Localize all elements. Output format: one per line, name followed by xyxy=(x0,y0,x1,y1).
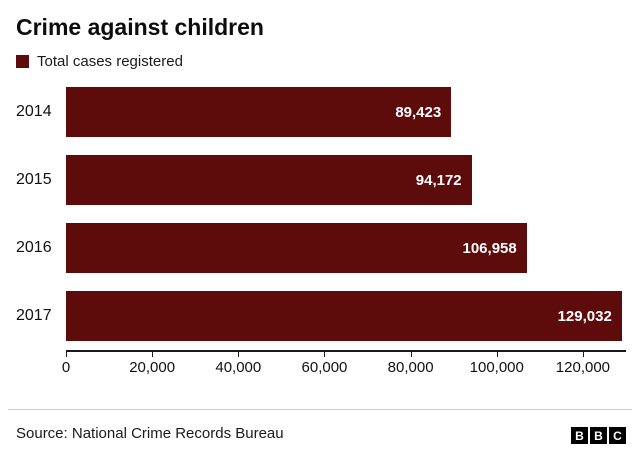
bar: 106,958 xyxy=(66,223,527,274)
value-label: 106,958 xyxy=(462,239,517,257)
x-tick-label: 40,000 xyxy=(215,359,262,377)
value-label: 94,172 xyxy=(415,171,462,189)
legend-label: Total cases registered xyxy=(37,53,183,71)
x-tick-label: 100,000 xyxy=(469,359,524,377)
bar: 89,423 xyxy=(66,87,452,138)
bar-track: 106,958 xyxy=(66,223,626,274)
x-tick-mark xyxy=(324,352,326,358)
x-tick-label: 80,000 xyxy=(387,359,434,377)
bar: 94,172 xyxy=(66,155,472,206)
bbc-logo-block: B xyxy=(590,427,607,444)
chart-row: 2015 94,172 xyxy=(16,146,626,214)
x-tick-label: 60,000 xyxy=(301,359,348,377)
x-axis-line xyxy=(66,350,626,353)
value-label: 129,032 xyxy=(557,307,612,325)
x-tick-mark xyxy=(238,352,240,358)
chart-row: 2017 129,032 xyxy=(16,282,626,350)
bbc-logo-block: B xyxy=(571,427,588,444)
chart-row: 2014 89,423 xyxy=(16,78,626,146)
x-tick-label: 120,000 xyxy=(555,359,611,377)
source-text: Source: National Crime Records Bureau xyxy=(16,425,284,442)
x-tick-mark xyxy=(582,352,584,358)
bar-track: 129,032 xyxy=(66,291,626,342)
x-tick-label: 20,000 xyxy=(129,359,176,377)
x-tick-mark xyxy=(152,352,154,358)
x-tick-mark xyxy=(496,352,498,358)
x-tick-label: 0 xyxy=(61,359,71,377)
footer-divider xyxy=(8,409,632,410)
legend: Total cases registered xyxy=(16,53,626,70)
category-label: 2017 xyxy=(16,307,52,325)
category-label: 2014 xyxy=(16,103,52,121)
bbc-logo-block: C xyxy=(609,427,626,444)
legend-swatch-icon xyxy=(16,55,29,69)
chart-title: Crime against children xyxy=(16,14,264,40)
bar-track: 89,423 xyxy=(66,87,626,138)
category-label: 2015 xyxy=(16,171,52,189)
bar: 129,032 xyxy=(66,291,622,342)
category-label: 2016 xyxy=(16,239,52,257)
plot-rows: 2014 89,423 2015 94,172 2016 106,958 2017 129,0… xyxy=(16,78,626,350)
bar-track: 94,172 xyxy=(66,155,626,206)
value-label: 89,423 xyxy=(395,103,442,121)
chart-row: 2016 106,958 xyxy=(16,214,626,282)
x-tick-mark xyxy=(410,352,412,358)
x-tick-mark xyxy=(66,352,67,358)
bar-chart: 2014 89,423 2015 94,172 2016 106,958 2017 129,0… xyxy=(16,78,626,382)
x-axis: 0 20,000 40,000 60,000 80,000 100,000 120,000 xyxy=(62,352,626,382)
